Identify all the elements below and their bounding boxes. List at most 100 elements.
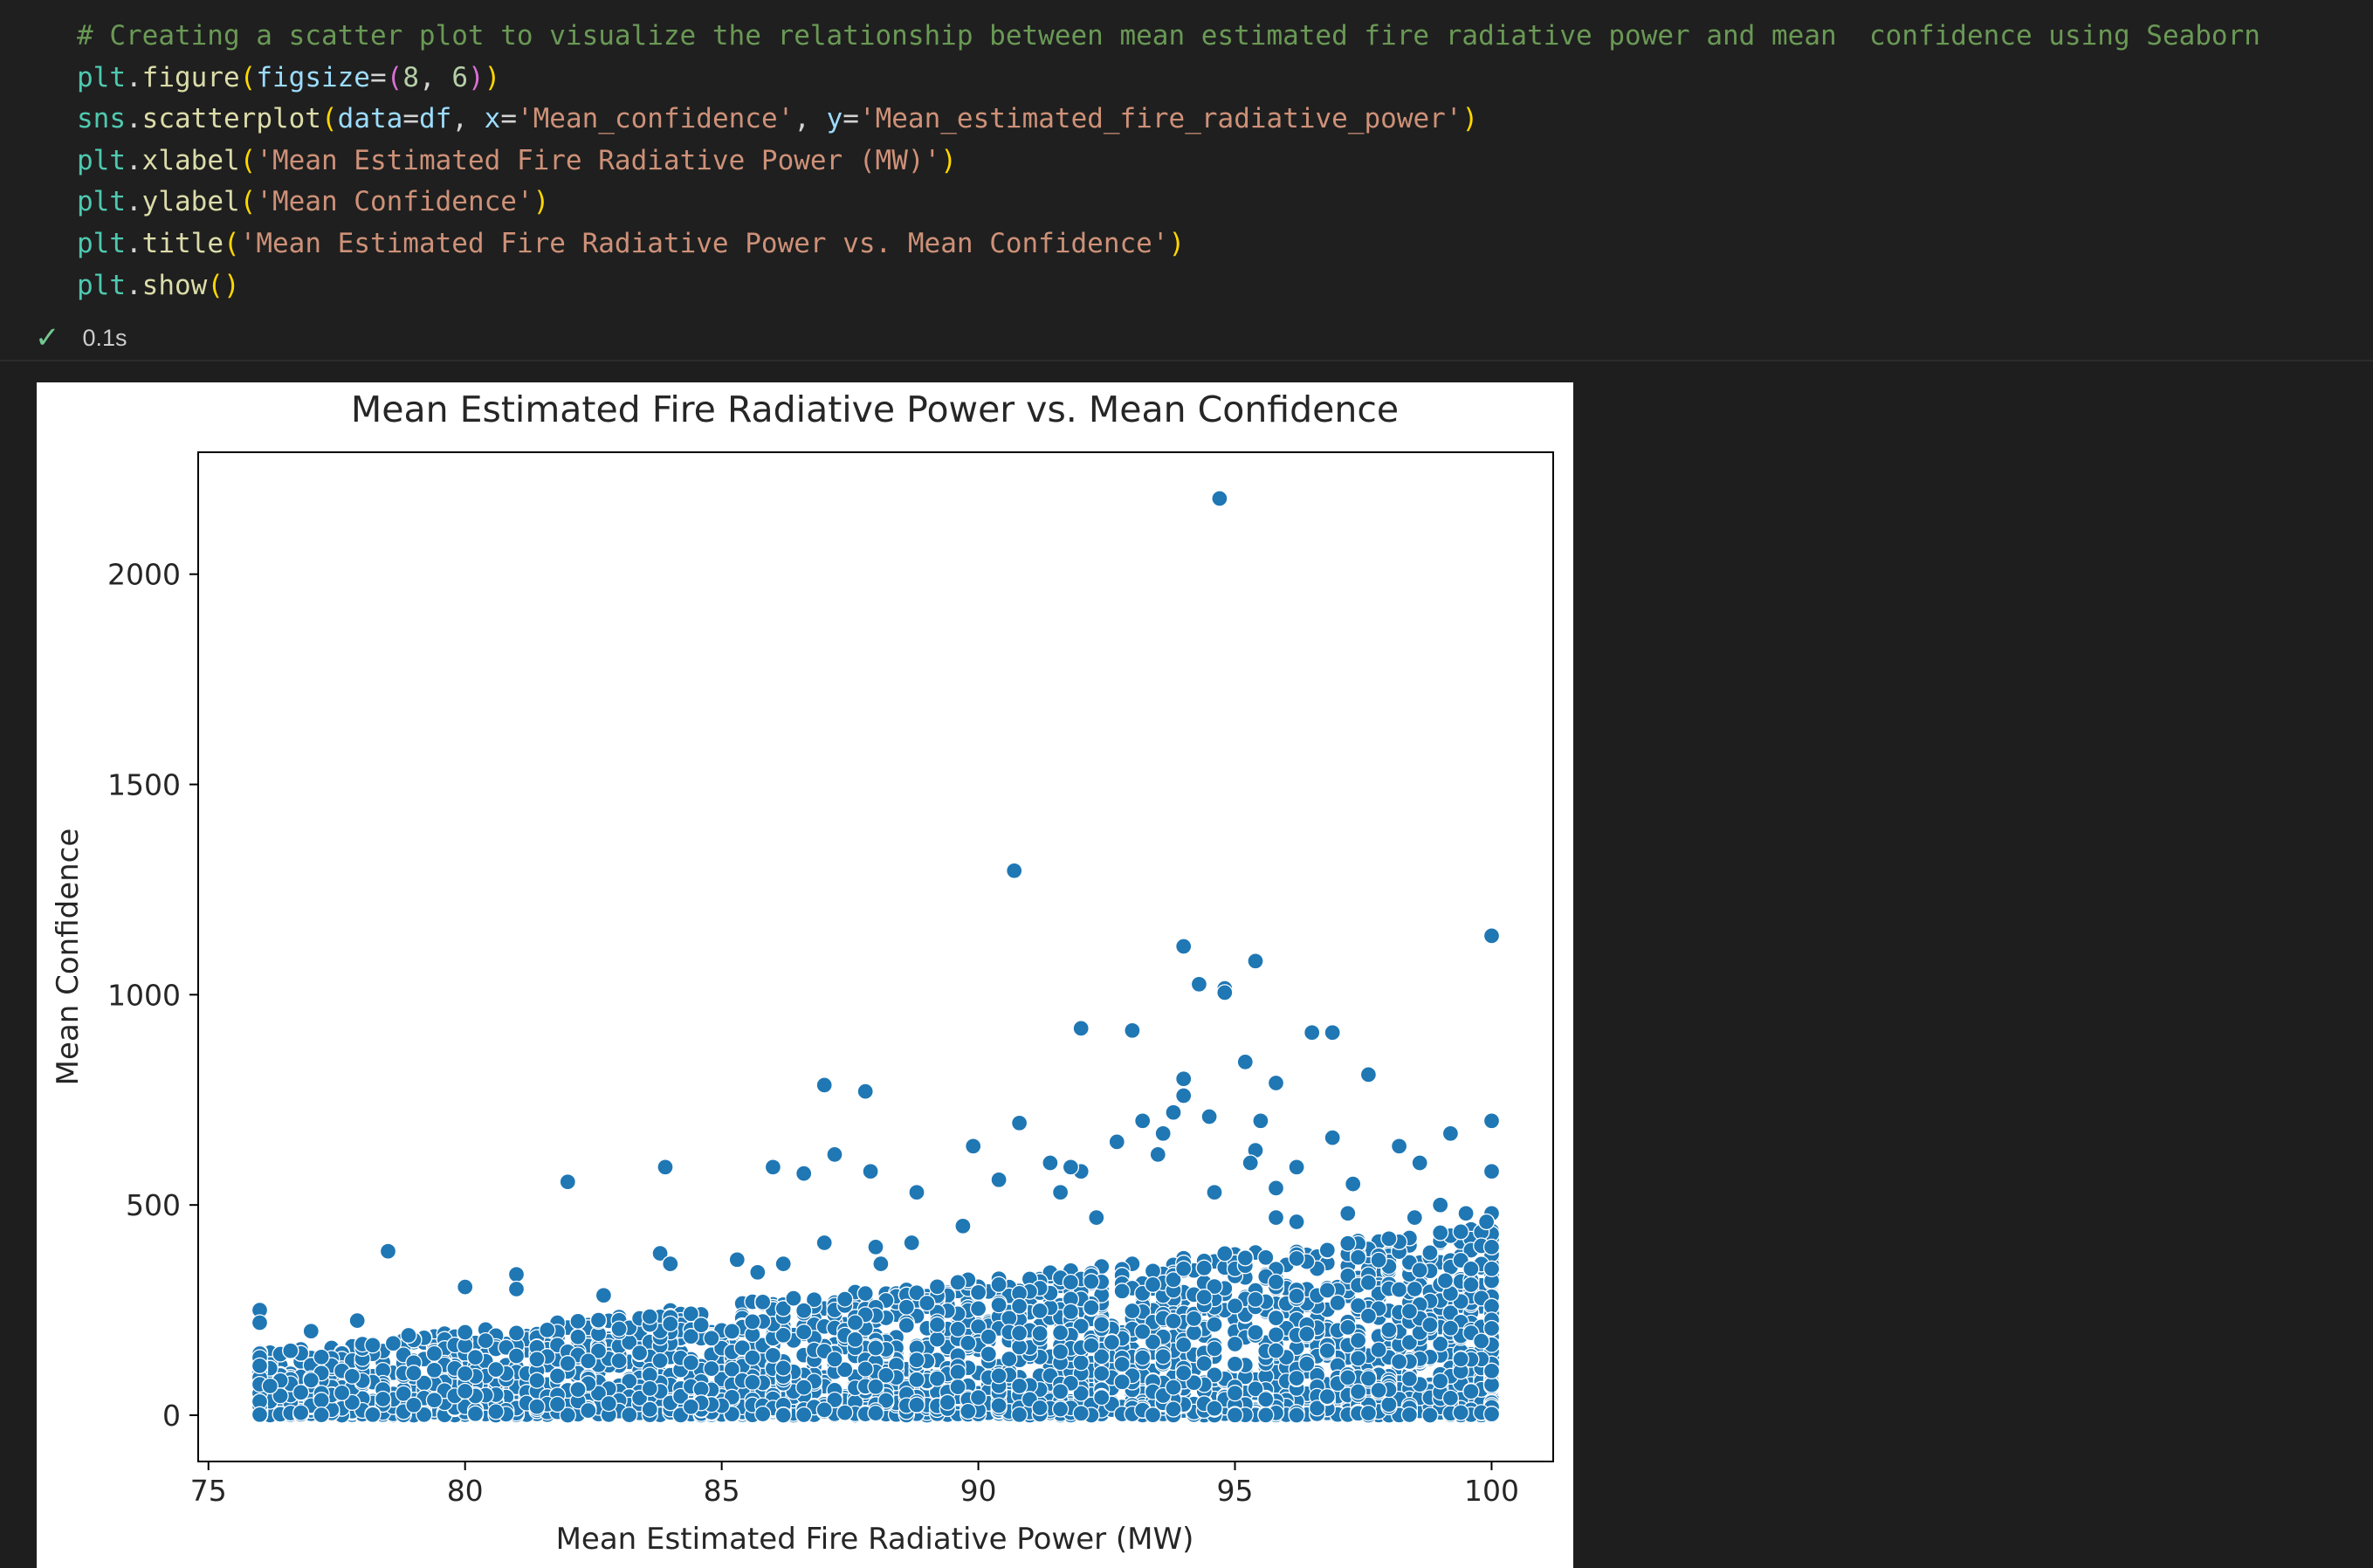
scatter-point — [1206, 1277, 1223, 1296]
scatter-point — [1441, 1389, 1460, 1407]
scatter-point — [764, 1159, 782, 1176]
scatter-point — [1031, 1302, 1049, 1320]
scatter-point — [313, 1406, 330, 1424]
scatter-point — [1010, 1406, 1028, 1424]
scatter-point — [1267, 1309, 1285, 1327]
scatter-point — [1411, 1154, 1428, 1172]
scatter-point — [1257, 1248, 1275, 1266]
scatter-point — [1462, 1276, 1480, 1294]
code-token: 6 — [451, 61, 468, 93]
scatter-point — [1083, 1273, 1100, 1290]
check-icon: ✓ — [35, 321, 60, 354]
scatter-point — [1185, 1310, 1203, 1328]
scatter-point — [1380, 1230, 1398, 1248]
scatter-point — [1190, 975, 1208, 993]
code-token: title — [141, 227, 224, 259]
scatter-point — [1010, 1338, 1028, 1356]
scatter-point — [1165, 1400, 1182, 1418]
scatter-point — [872, 1255, 890, 1273]
scatter-point — [754, 1293, 772, 1311]
scatter-point — [641, 1308, 658, 1325]
scatter-point — [682, 1328, 700, 1345]
scatter-point — [364, 1337, 382, 1354]
scatter-point — [1267, 1342, 1285, 1359]
scatter-point — [343, 1367, 361, 1385]
scatter-point — [1349, 1331, 1367, 1350]
scatter-point — [1247, 1290, 1264, 1309]
scatter-point — [898, 1317, 915, 1334]
scatter-point — [1206, 1366, 1223, 1384]
scatter-point — [954, 1217, 972, 1234]
scatter-point — [774, 1300, 792, 1317]
scatter-point — [908, 1351, 925, 1369]
scatter-point — [1247, 1324, 1264, 1341]
scatter-point — [1318, 1241, 1336, 1259]
scatter-point — [251, 1406, 269, 1423]
y-tick-label: 500 — [126, 1188, 181, 1222]
scatter-point — [826, 1145, 843, 1164]
code-token: ( — [239, 186, 257, 218]
scatter-point — [1482, 1260, 1501, 1277]
scatter-point — [1088, 1208, 1105, 1227]
scatter-point — [1432, 1372, 1449, 1390]
scatter-point — [815, 1401, 833, 1419]
scatter-point — [795, 1379, 813, 1396]
scatter-point — [272, 1387, 289, 1405]
scatter-point — [251, 1357, 269, 1375]
code-token: ) — [468, 61, 485, 93]
plot-frame — [197, 451, 1554, 1462]
scatter-point — [1236, 1249, 1254, 1267]
scatter-point — [1144, 1333, 1162, 1351]
scatter-point — [1349, 1248, 1367, 1266]
code-line: plt.xlabel('Mean Estimated Fire Radiativ… — [77, 141, 2260, 182]
scatter-point — [1421, 1244, 1439, 1262]
scatter-point — [774, 1326, 792, 1344]
scatter-point — [548, 1395, 567, 1413]
scatter-point — [908, 1371, 925, 1388]
scatter-point — [374, 1390, 392, 1408]
scatter-point — [1303, 1024, 1321, 1042]
scatter-point — [744, 1313, 761, 1331]
scatter-point — [1211, 490, 1228, 507]
scatter-point — [1093, 1348, 1111, 1365]
code-editor[interactable]: # Creating a scatter plot to visualize t… — [77, 16, 2260, 306]
scatter-point — [836, 1404, 854, 1421]
scatter-point — [918, 1294, 936, 1312]
scatter-point — [1339, 1205, 1357, 1222]
scatter-point — [425, 1361, 444, 1379]
scatter-point — [507, 1347, 526, 1365]
scatter-point — [1144, 1406, 1162, 1424]
scatter-point — [1042, 1154, 1059, 1172]
scatter-point — [1062, 1303, 1080, 1320]
scatter-point — [969, 1300, 987, 1317]
scatter-point — [1165, 1104, 1182, 1121]
scatter-point — [1242, 1154, 1259, 1172]
code-token: scatterplot — [141, 103, 321, 135]
scatter-point — [1252, 1112, 1269, 1130]
scatter-point — [1349, 1383, 1367, 1400]
scatter-point — [302, 1323, 320, 1340]
scatter-point — [671, 1387, 690, 1406]
scatter-point — [589, 1385, 608, 1402]
scatter-point — [774, 1359, 792, 1377]
scatter-point — [313, 1392, 330, 1409]
scatter-point — [1175, 1364, 1193, 1382]
scatter-point — [466, 1405, 485, 1422]
code-cell[interactable]: # Creating a scatter plot to visualize t… — [0, 0, 2373, 360]
scatter-point — [1206, 1184, 1223, 1201]
scatter-point — [1072, 1020, 1090, 1037]
x-tick-label: 95 — [1217, 1474, 1254, 1508]
scatter-point — [641, 1400, 658, 1418]
scatter-point — [1195, 1289, 1213, 1306]
scatter-point — [1154, 1348, 1172, 1365]
scatter-point — [1359, 1370, 1378, 1387]
scatter-point — [692, 1317, 710, 1334]
scatter-point — [928, 1278, 946, 1296]
scatter-point — [559, 1406, 576, 1424]
scatter-point — [1165, 1379, 1182, 1396]
scatter-point — [980, 1328, 997, 1345]
scatter-point — [1175, 938, 1193, 955]
scatter-point — [1247, 1380, 1264, 1398]
x-axis-label: Mean Estimated Fire Radiative Power (MW) — [556, 1522, 1194, 1557]
code-token: ) — [1168, 227, 1186, 259]
